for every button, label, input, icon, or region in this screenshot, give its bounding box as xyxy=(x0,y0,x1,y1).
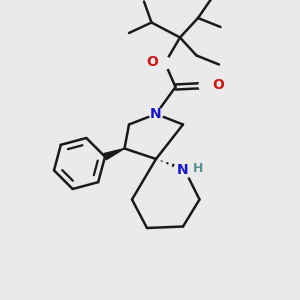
Text: N: N xyxy=(150,107,162,121)
Text: N: N xyxy=(177,163,189,176)
Circle shape xyxy=(149,107,163,121)
Circle shape xyxy=(176,161,193,178)
Text: O: O xyxy=(212,78,224,92)
Text: O: O xyxy=(146,55,158,68)
Polygon shape xyxy=(104,148,124,160)
Circle shape xyxy=(199,79,212,92)
Circle shape xyxy=(159,57,171,69)
Text: H: H xyxy=(193,162,203,176)
